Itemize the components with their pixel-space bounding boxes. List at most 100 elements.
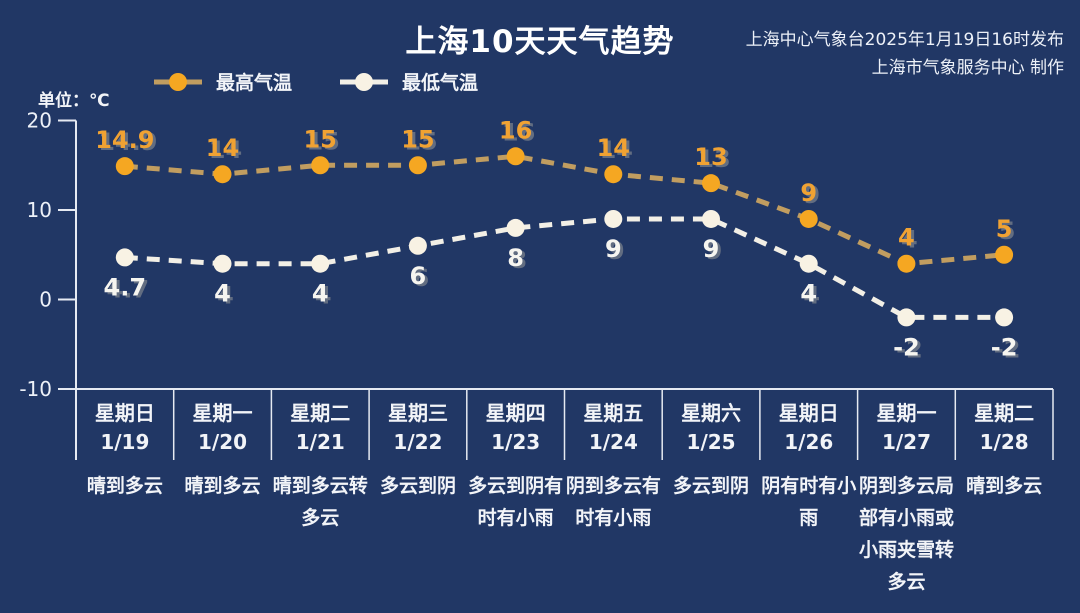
high-temp-value-label: 5 [996,215,1013,243]
low-temp-marker [213,254,232,273]
high-temp-marker [897,254,916,273]
weather-label: 阴到多云有时有小雨 [565,475,661,529]
low-temp-marker [311,254,330,273]
date-label: 1/21 [295,430,345,454]
weekday-label: 星期一 [192,401,253,425]
y-tick-label: 0 [39,288,52,312]
high-temp-value-label: 4 [898,224,915,252]
legend-label-low-temp: 最低气温 [402,72,479,94]
day-column: 星期五 1/24 阴到多云有时有小雨 [565,392,663,598]
weekday-label: 星期二 [974,401,1035,425]
high-temp-value-label: 14.9 [95,126,154,154]
weather-label: 晴到多云 [184,475,261,497]
high-temp-marker [506,147,525,166]
high-temp-marker [115,157,134,176]
legend-label-high-temp: 最高气温 [216,72,293,94]
date-label: 1/24 [588,430,638,454]
high-temp-value-label: 13 [694,143,727,171]
low-temp-value-label: 4 [214,280,231,308]
weather-label: 晴到多云 [966,475,1043,497]
legend-item-high-temp: 最高气温 [152,68,292,95]
low-temp-legend-marker-icon [340,72,389,91]
weather-label: 多云到阴 [673,475,750,497]
day-column: 星期日 1/26 阴有时有小雨 [760,392,858,598]
day-column: 星期二 1/28 晴到多云 [955,392,1053,598]
weather-label: 晴到多云 [86,475,163,497]
low-temp-value-label: -2 [991,333,1018,361]
date-label: 1/20 [198,430,248,454]
high-temp-marker [702,174,720,193]
legend-item-low-temp: 最低气温 [338,68,478,95]
day-column: 星期二 1/21 晴到多云转多云 [271,392,369,598]
publisher-info: 上海中心气象台2025年1月19日16时发布 上海市气象服务中心 制作 [746,26,1064,82]
weekday-label: 星期日 [94,401,155,425]
day-column: 星期六 1/25 多云到阴 [662,392,760,598]
high-temp-marker [311,156,330,175]
high-temp-marker [604,165,623,184]
high-temp-value-label: 15 [303,125,336,153]
high-temp-value-label: 14 [597,134,630,162]
weekday-label: 星期六 [681,401,742,425]
low-temp-marker [995,308,1014,327]
day-column: 星期日 1/19 晴到多云 [76,392,174,598]
weekday-label: 星期日 [778,401,839,425]
date-label: 1/27 [881,430,931,454]
weather-label: 阴有时有小雨 [761,475,857,529]
low-temp-value-label: 9 [605,235,622,263]
day-column: 星期一 1/27 阴到多云局部有小雨或小雨夹雪转多云 [858,392,956,598]
weekday-label: 星期四 [485,401,546,425]
weather-label: 阴到多云局部有小雨或小雨夹雪转多云 [858,475,954,593]
chart-legend: 最高气温 最低气温 [152,68,478,95]
y-tick-label: 10 [27,198,52,222]
forecast-table: 星期日 1/19 晴到多云 星期一 1/20 晴到多云 星期二 1/21 晴到多云转多云 星期三 1… [76,392,1053,598]
y-tick-label: 20 [27,109,52,133]
weekday-label: 星期二 [290,401,351,425]
date-label: 1/25 [686,430,736,454]
publisher-line-2: 上海市气象服务中心 制作 [871,58,1064,78]
day-column: 星期四 1/23 多云到阴有时有小雨 [467,392,565,598]
low-temp-marker [799,254,818,273]
low-temp-marker [604,209,623,228]
high-temp-marker [799,209,818,228]
date-label: 1/22 [393,430,443,454]
page-title: 上海10天天气趋势 [405,24,675,60]
low-temp-marker [408,236,427,255]
low-temp-value-label: -2 [893,333,920,361]
low-temp-value-label: 4 [800,280,817,308]
high-temp-value-label: 14 [206,134,239,162]
low-temp-marker [897,308,916,327]
low-temp-marker [702,209,720,228]
weekday-label: 星期三 [387,401,448,425]
day-column: 星期三 1/22 多云到阴 [369,392,467,598]
low-temp-value-label: 4 [312,280,329,308]
date-label: 1/26 [784,430,834,454]
low-temp-marker [506,218,525,237]
high-temp-value-label: 16 [499,116,532,144]
weather-label: 多云到阴有时有小雨 [468,475,564,529]
low-temp-value-label: 6 [410,262,427,290]
weekday-label: 星期五 [583,401,644,425]
weather-label: 晴到多云转多云 [272,475,368,529]
unit-label: 单位：℃ [38,91,110,111]
low-temp-value-label: 8 [507,244,524,272]
weather-label: 多云到阴 [379,475,456,497]
date-label: 1/23 [491,430,541,454]
high-temp-marker [408,156,427,175]
high-temp-value-label: 15 [401,125,434,153]
low-temp-marker [115,248,134,267]
day-column: 星期一 1/20 晴到多云 [174,392,272,598]
publisher-line-1: 上海中心气象台2025年1月19日16时发布 [745,30,1064,50]
weekday-label: 星期一 [876,401,937,425]
date-label: 1/28 [979,430,1029,454]
low-temp-value-label: 4.7 [104,273,147,301]
high-temp-marker [213,165,232,184]
y-tick-label: -10 [19,377,52,401]
low-temp-line [124,216,1005,320]
date-label: 1/19 [100,430,150,454]
high-temp-marker [995,245,1014,264]
high-temp-value-label: 9 [800,179,817,207]
low-temp-value-label: 9 [703,235,720,263]
high-temp-legend-marker-icon [154,72,202,91]
